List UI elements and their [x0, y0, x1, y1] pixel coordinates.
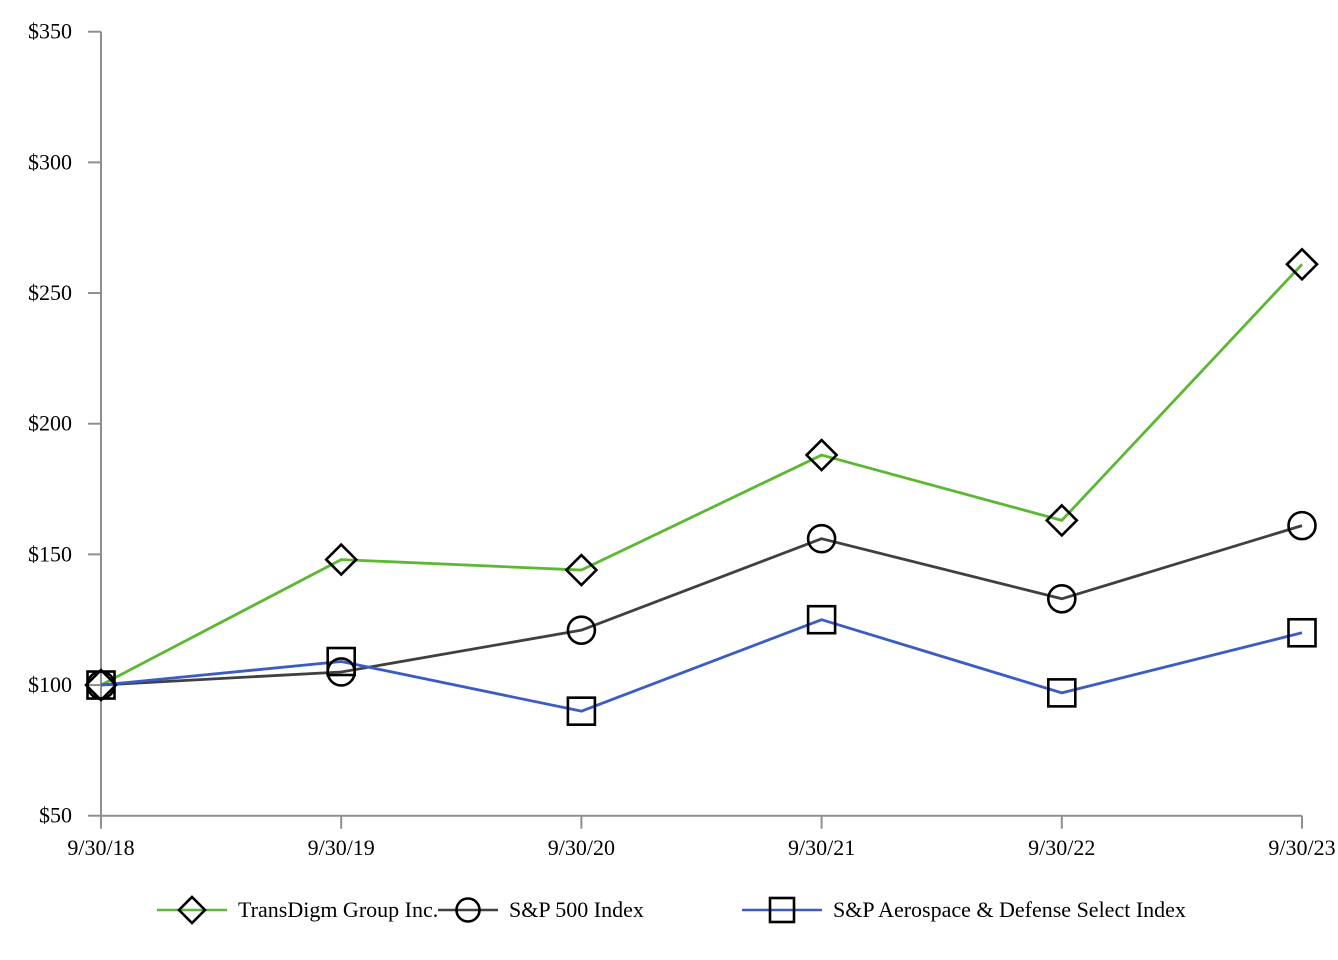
diamond-marker: [324, 542, 359, 577]
legend-diamond-marker: [177, 895, 207, 925]
y-axis-tick-label: $250: [28, 280, 72, 305]
x-axis-tick-label: 9/30/18: [67, 835, 134, 860]
square-marker: [86, 670, 116, 700]
square-marker: [566, 696, 597, 726]
y-axis-tick-label: $50: [39, 803, 72, 828]
legend-square-marker: [768, 896, 796, 924]
diamond-marker: [1044, 503, 1079, 538]
y-axis-tick-label: $350: [28, 19, 72, 44]
series-markers-s-p-aerospace-defense-select-index: [86, 604, 1317, 726]
x-axis-tick-label: 9/30/22: [1028, 835, 1095, 860]
series-line-transdigm-group-inc: [100, 263, 1304, 687]
y-axis-tick-label: $200: [28, 411, 72, 436]
circle-marker: [1287, 510, 1317, 541]
diamond-marker: [1285, 247, 1319, 282]
y-axis-tick-label: $150: [28, 541, 72, 566]
legend-label: S&P 500 Index: [509, 897, 644, 922]
y-axis-tick-label: $300: [28, 149, 72, 174]
square-marker: [1047, 678, 1077, 708]
circle-marker: [1047, 583, 1077, 614]
x-axis-tick-label: 9/30/23: [1268, 835, 1335, 860]
square-marker: [326, 646, 357, 677]
legend-item: TransDigm Group Inc.: [157, 895, 438, 925]
diamond-marker: [84, 668, 118, 702]
x-axis-tick-label: 9/30/19: [308, 835, 375, 860]
legend-label: S&P Aerospace & Defense Select Index: [833, 897, 1186, 922]
circle-marker: [566, 615, 597, 645]
series-line-s-p-aerospace-defense-select-index: [100, 618, 1303, 713]
square-marker: [806, 604, 837, 635]
legend-circle-marker: [455, 897, 481, 923]
circle-marker: [806, 523, 837, 554]
diamond-marker: [564, 553, 599, 587]
x-axis-tick-label: 9/30/21: [788, 835, 855, 860]
chart-legend: TransDigm Group Inc. S&P 500 Index S&P Aer…: [157, 895, 1186, 925]
diamond-marker: [804, 438, 839, 472]
legend-label: TransDigm Group Inc.: [238, 897, 438, 922]
y-axis-tick-label: $100: [28, 672, 72, 697]
x-axis-tick-label: 9/30/20: [548, 835, 615, 860]
series-markers-s-p-500-index: [86, 510, 1317, 700]
legend-item: S&P 500 Index: [438, 897, 644, 923]
series-line-s-p-500-index: [100, 524, 1303, 687]
legend-item: S&P Aerospace & Defense Select Index: [742, 896, 1186, 924]
square-marker: [1287, 617, 1317, 648]
series-markers-transdigm-group-inc: [84, 247, 1319, 702]
